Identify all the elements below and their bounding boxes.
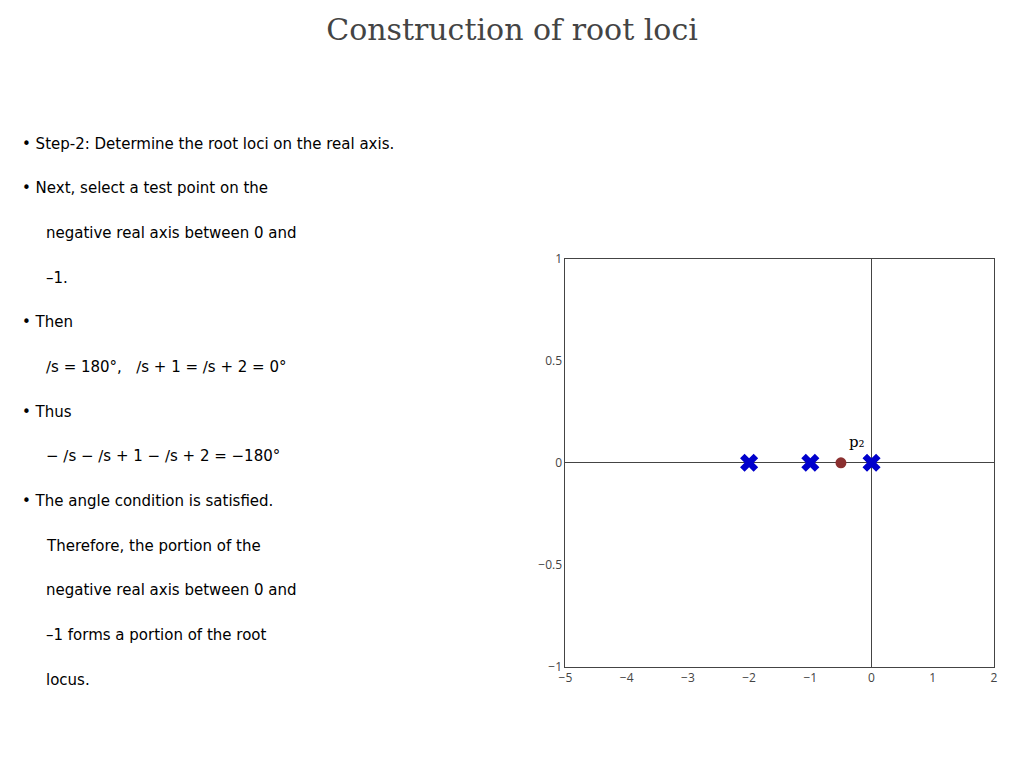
svg-text:1: 1 <box>929 669 936 686</box>
svg-text:• Next, select a test point on: • Next, select a test point on the <box>22 179 268 197</box>
svg-text:1: 1 <box>555 250 562 267</box>
svg-text:−1: −1 <box>803 669 817 686</box>
svg-text:• Thus: • Thus <box>22 403 72 421</box>
svg-text:p₂: p₂ <box>849 433 865 451</box>
svg-text:∕s = 180°, ∕s + 1 = ∕s + 2 =: ∕s = 180°, ∕s + 1 = ∕s + 2 = 0° <box>46 358 286 376</box>
svg-text:2: 2 <box>991 669 998 686</box>
svg-text:−0.5: −0.5 <box>538 556 562 573</box>
svg-text:−5: −5 <box>559 669 573 686</box>
svg-text:• Then: • Then <box>22 313 73 331</box>
svg-text:• Step-2: Determine the root l: • Step-2: Determine the root loci on the… <box>22 135 394 153</box>
svg-text:Therefore, the portion of the: Therefore, the portion of the <box>46 537 261 555</box>
svg-text:0: 0 <box>868 669 875 686</box>
svg-text:0: 0 <box>555 454 562 471</box>
svg-text:−2: −2 <box>742 669 756 686</box>
svg-text:−1: −1 <box>548 658 562 675</box>
svg-text:− ∕s − ∕s + 1 − ∕s + 2 = −180°: − ∕s − ∕s + 1 − ∕s + 2 = −180° <box>46 447 280 465</box>
svg-text:Construction of root loci: Construction of root loci <box>326 12 698 47</box>
svg-text:−3: −3 <box>681 669 695 686</box>
svg-text:–1 forms a portion of the root: –1 forms a portion of the root <box>46 626 266 644</box>
svg-text:negative real axis between 0 a: negative real axis between 0 and <box>46 224 297 242</box>
svg-text:locus.: locus. <box>46 671 90 689</box>
svg-text:• The angle condition is satis: • The angle condition is satisfied. <box>22 492 273 510</box>
svg-text:0.5: 0.5 <box>545 352 562 369</box>
svg-text:negative real axis between 0 a: negative real axis between 0 and <box>46 581 297 599</box>
svg-text:−4: −4 <box>620 669 634 686</box>
svg-text:–1.: –1. <box>46 269 68 287</box>
